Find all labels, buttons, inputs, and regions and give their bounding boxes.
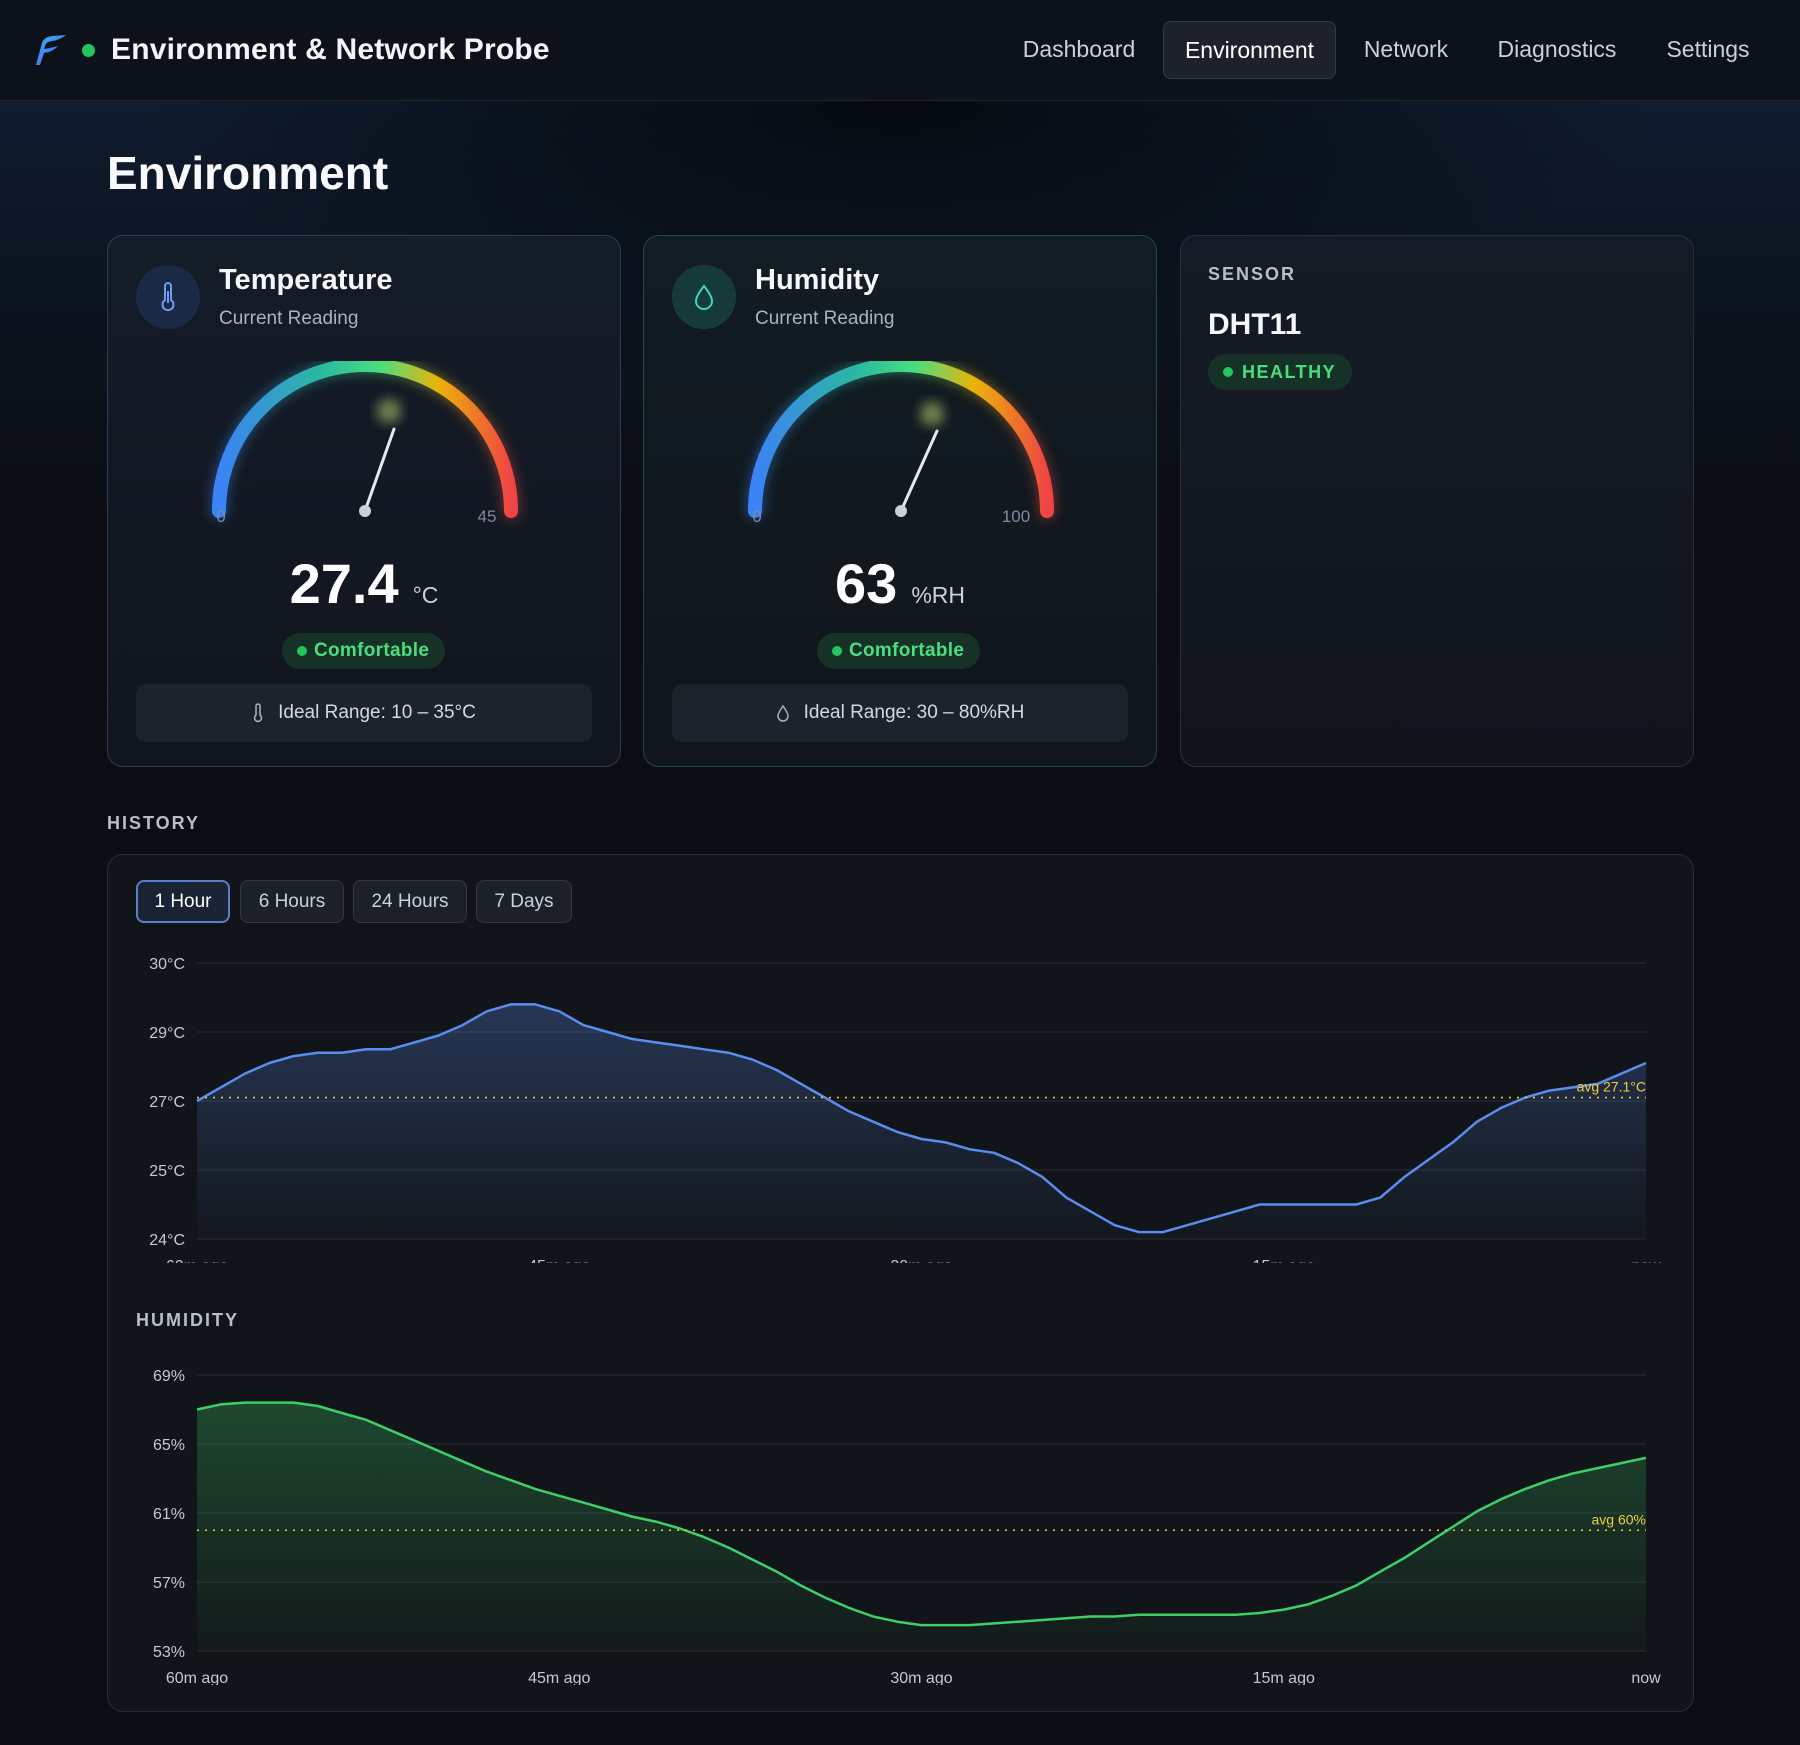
app-title: Environment & Network Probe	[111, 33, 550, 66]
x-tick-label: 60m ago	[166, 1258, 228, 1263]
series-area	[197, 1004, 1646, 1239]
page-title: Environment	[107, 147, 389, 199]
sensor-health-badge: HEALTHY	[1208, 354, 1353, 390]
brand[interactable]: Environment & Network Probe	[30, 28, 550, 72]
humidity-gauge: 0 100	[747, 361, 1055, 526]
humidity-card: Humidity Current Reading 0 100 63 %RH Com…	[643, 235, 1157, 767]
y-tick-label: 53%	[153, 1644, 185, 1661]
droplet-small-icon	[776, 704, 790, 722]
x-tick-label: 45m ago	[528, 1258, 590, 1263]
humidity-value: 63	[835, 552, 898, 615]
y-tick-label: 69%	[153, 1368, 185, 1385]
series-line	[196, 1401, 1647, 1627]
gauge-max-label: 45	[478, 507, 497, 526]
y-tick-label: 30°C	[149, 956, 185, 973]
temperature-ideal-range-text: Ideal Range: 10 – 35°C	[278, 702, 476, 723]
humidity-reading: 63 %RH	[644, 551, 1156, 616]
gauge-max-label: 100	[1002, 507, 1030, 526]
logo-icon	[36, 35, 66, 65]
x-tick-label: now	[1631, 1258, 1661, 1263]
top-bar: Environment & Network Probe Dashboard En…	[0, 0, 1800, 101]
y-tick-label: 61%	[153, 1506, 185, 1523]
y-tick-label: 24°C	[149, 1232, 185, 1249]
humidity-title: Humidity	[755, 264, 880, 296]
x-tick-label: 30m ago	[890, 1258, 952, 1263]
humidity-subtitle: Current Reading	[755, 308, 895, 329]
series-area	[197, 1402, 1646, 1651]
range-24-hours-button[interactable]: 24 Hours	[353, 880, 467, 923]
nav-environment[interactable]: Environment	[1163, 21, 1336, 79]
droplet-icon	[694, 284, 714, 310]
range-1-hour-button[interactable]: 1 Hour	[136, 880, 230, 923]
range-6-hours-button[interactable]: 6 Hours	[240, 880, 344, 923]
y-tick-label: 25°C	[149, 1163, 185, 1180]
y-tick-label: 27°C	[149, 1094, 185, 1111]
range-7-days-button[interactable]: 7 Days	[476, 880, 572, 923]
nav-settings[interactable]: Settings	[1666, 36, 1750, 62]
x-tick-label: 60m ago	[166, 1670, 228, 1685]
nav-dashboard[interactable]: Dashboard	[1022, 36, 1136, 62]
nav-network[interactable]: Network	[1363, 36, 1449, 62]
x-tick-label: 45m ago	[528, 1670, 590, 1685]
temperature-title: Temperature	[219, 264, 393, 296]
humidity-unit: %RH	[911, 582, 965, 608]
x-tick-label: 30m ago	[890, 1670, 952, 1685]
x-tick-label: 15m ago	[1253, 1670, 1315, 1685]
sensor-label: SENSOR	[1208, 264, 1297, 284]
sensor-model: DHT11	[1208, 308, 1302, 341]
y-tick-label: 65%	[153, 1437, 185, 1454]
temperature-history-chart: 30°C 29°C 27°C 25°C 24°C avg 27.1°C 60m ago 45m…	[108, 943, 1695, 1263]
temperature-unit: °C	[412, 582, 439, 608]
humidity-icon-badge	[672, 265, 736, 329]
average-label: avg 27.1°C	[1577, 1079, 1646, 1095]
gauge-min-label: 0	[216, 507, 225, 526]
humidity-ideal-range-text: Ideal Range: 30 – 80%RH	[803, 702, 1025, 723]
gauge-min-label: 0	[752, 507, 761, 526]
y-tick-label: 57%	[153, 1575, 185, 1592]
history-label: HISTORY	[107, 813, 201, 833]
thermometer-icon	[161, 282, 175, 312]
x-tick-label: 15m ago	[1253, 1258, 1315, 1263]
online-status-dot	[82, 43, 95, 57]
series-line	[196, 1003, 1647, 1234]
temperature-value: 27.4	[289, 552, 399, 615]
temperature-card: Temperature Current Reading 0 45 27.4 °C …	[107, 235, 621, 767]
y-tick-label: 29°C	[149, 1025, 185, 1042]
history-panel: 1 Hour 6 Hours 24 Hours 7 Days 30°C 29°C 2…	[107, 854, 1694, 1712]
temperature-reading: 27.4 °C	[108, 551, 620, 616]
humidity-status-badge: Comfortable	[817, 633, 981, 669]
temperature-status-badge: Comfortable	[282, 633, 446, 669]
temperature-gauge: 0 45	[211, 361, 519, 526]
thermometer-small-icon	[252, 703, 264, 723]
average-label: avg 60%	[1592, 1511, 1646, 1527]
sensor-card: SENSOR DHT11 HEALTHY	[1180, 235, 1694, 767]
humidity-ideal-range: Ideal Range: 30 – 80%RH	[672, 684, 1128, 742]
x-tick-label: now	[1631, 1670, 1661, 1685]
temperature-icon-badge	[136, 265, 200, 329]
temperature-ideal-range: Ideal Range: 10 – 35°C	[136, 684, 592, 742]
humidity-chart-title: HUMIDITY	[136, 1310, 239, 1330]
humidity-history-chart: 69% 65% 61% 57% 53% avg 60% 60m ago 45m ago 30m …	[108, 1355, 1695, 1685]
nav-diagnostics[interactable]: Diagnostics	[1497, 36, 1617, 62]
temperature-subtitle: Current Reading	[219, 308, 359, 329]
